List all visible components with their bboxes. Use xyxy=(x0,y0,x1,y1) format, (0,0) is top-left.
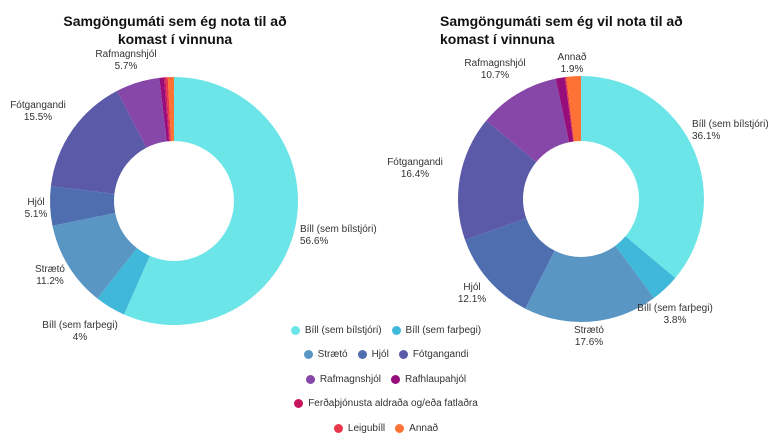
legend-swatch xyxy=(294,399,304,409)
legend-swatch xyxy=(398,350,408,360)
legend-row: Rafmagnshjól Rafhlaupahjól xyxy=(268,367,504,392)
slice-0-5 xyxy=(117,77,167,148)
legend-label: Bíll (sem bílstjóri) xyxy=(304,324,382,336)
chart-title-right: Samgöngumáti sem ég vil nota til að koma… xyxy=(440,13,683,47)
legend-item[interactable]: Rafhlaupahjól xyxy=(390,373,467,385)
legend-item[interactable]: Bíll (sem bílstjóri) xyxy=(290,324,382,336)
slice-0-9 xyxy=(167,77,174,142)
slice-1-1 xyxy=(615,236,676,299)
legend-item[interactable]: Strætó xyxy=(303,349,348,361)
legend: Bíll (sem bílstjóri) Bíll (sem farþegi) St… xyxy=(268,318,504,441)
donut-charts: Bíll (sem bílstjóri) 56.6% Bíll (sem farþe… xyxy=(10,49,768,348)
legend-item[interactable]: Leigubíll xyxy=(333,422,386,434)
slice-0-1 xyxy=(97,248,150,315)
legend-swatch xyxy=(357,350,367,360)
data-label: Hjól 12.1% xyxy=(458,282,486,305)
data-label: Fótgangandi 16.4% xyxy=(387,157,443,180)
legend-row: Strætó Hjól Fótgangandi xyxy=(268,343,504,368)
slice-0-8 xyxy=(165,77,171,142)
chart-title-left: Samgöngumáti sem ég nota til að komast í… xyxy=(63,13,287,47)
slice-1-3 xyxy=(465,218,555,309)
slice-1-0 xyxy=(581,76,704,278)
legend-label: Leigubíll xyxy=(347,422,386,434)
legend-swatch xyxy=(303,350,313,360)
data-label: Hjól 5.1% xyxy=(25,197,48,220)
legend-row: Ferðaþjónusta aldraða og/eða fatlaðra xyxy=(268,392,504,417)
legend-label: Fótgangandi xyxy=(412,349,469,361)
data-label: Strætó 11.2% xyxy=(35,264,65,287)
data-label: Bíll (sem bílstjóri) 36.1% xyxy=(692,119,768,142)
legend-swatch xyxy=(333,423,343,433)
data-label: Rafmagnshjól 10.7% xyxy=(464,58,525,81)
data-label: Rafmagnshjól 5.7% xyxy=(95,49,156,72)
slice-0-7 xyxy=(163,77,170,142)
legend-label: Hjól xyxy=(371,349,389,361)
legend-swatch xyxy=(390,374,400,384)
slice-1-4 xyxy=(458,120,537,240)
legend-label: Ferðaþjónusta aldraða og/eða fatlaðra xyxy=(308,398,478,410)
legend-swatch xyxy=(395,423,405,433)
slice-0-2 xyxy=(52,212,137,299)
legend-item[interactable]: Hjól xyxy=(357,349,389,361)
legend-row: Leigubíll Annað xyxy=(268,416,504,441)
slice-1-6 xyxy=(555,77,574,143)
data-label: Annað 1.9% xyxy=(558,51,587,75)
legend-item[interactable]: Ferðaþjónusta aldraða og/eða fatlaðra xyxy=(294,398,478,409)
legend-label: Bíll (sem farþegi) xyxy=(405,324,482,336)
data-label: Bíll (sem farþegi) 4% xyxy=(42,320,118,343)
slice-0-4 xyxy=(50,90,147,194)
legend-swatch xyxy=(290,325,300,335)
data-label: Strætó 17.6% xyxy=(574,325,604,348)
slice-0-3 xyxy=(49,186,116,226)
slice-0-0 xyxy=(124,77,298,325)
slice-0-6 xyxy=(159,77,170,142)
data-label: Bíll (sem farþegi) 3.8% xyxy=(637,303,713,326)
slice-1-2 xyxy=(525,245,654,322)
slice-1-8 xyxy=(564,76,575,142)
legend-label: Rafmagnshjól xyxy=(319,373,381,385)
legend-swatch xyxy=(305,374,315,384)
legend-label: Annað xyxy=(409,422,439,434)
legend-item[interactable]: Annað xyxy=(395,423,438,434)
legend-item[interactable]: Rafmagnshjól xyxy=(305,373,381,385)
slice-1-5 xyxy=(486,78,570,163)
data-label: Fótgangandi 15.5% xyxy=(10,100,66,123)
data-label: Bíll (sem bílstjóri) 56.6% xyxy=(300,224,377,247)
legend-swatch xyxy=(391,325,401,335)
legend-label: Rafhlaupahjól xyxy=(404,373,467,385)
legend-row: Bíll (sem bílstjóri) Bíll (sem farþegi) xyxy=(268,318,504,343)
legend-label: Strætó xyxy=(317,349,348,361)
legend-item[interactable]: Bíll (sem farþegi) xyxy=(391,324,482,336)
slice-1-9 xyxy=(566,76,581,142)
legend-item[interactable]: Fótgangandi xyxy=(398,349,469,361)
